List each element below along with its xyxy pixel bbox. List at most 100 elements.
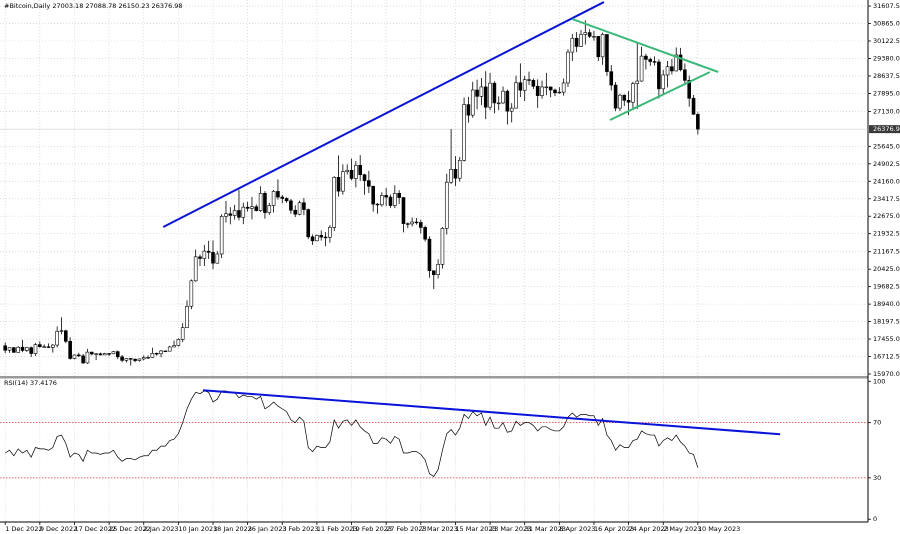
candle-body xyxy=(527,79,531,81)
candle-body xyxy=(406,223,410,225)
candle-body xyxy=(557,91,562,94)
candle-body xyxy=(159,350,163,355)
y-tick-label: 23417.50 xyxy=(873,195,900,203)
candle-body xyxy=(657,61,661,90)
candle-body xyxy=(384,195,388,198)
x-tick-label: 7 Mar 2023 xyxy=(421,525,458,533)
candle-body xyxy=(423,227,427,240)
candle-body xyxy=(367,180,371,187)
candle-body xyxy=(302,202,306,210)
candle-body xyxy=(644,55,648,60)
y-tick-label: 31607.50 xyxy=(873,2,900,10)
candle-body xyxy=(258,192,263,212)
candle-body xyxy=(267,205,272,213)
x-tick-label: 19 Feb 2023 xyxy=(352,525,392,533)
candle-body xyxy=(245,206,250,209)
candle-body xyxy=(319,235,324,238)
candle-body xyxy=(276,191,280,198)
candle-body xyxy=(380,195,384,206)
candle-body xyxy=(371,185,375,205)
candle-body xyxy=(280,196,285,199)
candle-body xyxy=(544,86,549,89)
candle-body xyxy=(518,82,523,91)
candle-body xyxy=(102,353,107,356)
price-box xyxy=(869,125,900,134)
candle-body xyxy=(626,100,631,103)
x-tick-label: 3 Feb 2023 xyxy=(282,525,318,533)
candle-body xyxy=(94,353,98,355)
candle-body xyxy=(535,85,540,96)
candle-body xyxy=(120,356,124,361)
grid xyxy=(0,0,868,522)
candle-body xyxy=(89,351,94,355)
candle-body xyxy=(128,358,133,360)
candle-body xyxy=(146,356,150,359)
candle-body xyxy=(410,221,414,225)
candle-body xyxy=(691,97,696,115)
x-tick-label: 10 Jan 2023 xyxy=(178,525,217,533)
candle-body xyxy=(293,209,298,215)
candle-body xyxy=(211,252,215,264)
y-tick-label: 30122.50 xyxy=(873,37,900,45)
x-tick-label: 15 Mar 2023 xyxy=(455,525,496,533)
candle-body xyxy=(479,86,484,97)
candle-body xyxy=(25,347,29,351)
candle-body xyxy=(570,37,575,53)
y-tick-label: 30865.00 xyxy=(873,20,900,28)
candle-body xyxy=(219,216,224,255)
price-label: 26376.98 xyxy=(873,125,900,133)
x-tick-label: 26 Jan 2023 xyxy=(248,525,287,533)
candle-body xyxy=(631,83,635,103)
x-tick-label: 24 Apr 2023 xyxy=(629,525,669,533)
candle-body xyxy=(124,358,129,361)
y-tick-label: 21932.50 xyxy=(873,230,900,238)
candle-body xyxy=(185,305,189,328)
y-tick-label: 16712.50 xyxy=(873,353,900,361)
candle-body xyxy=(76,354,81,357)
x-tick-label: 18 Jan 2023 xyxy=(213,525,252,533)
y-tick-label: 18940.00 xyxy=(873,300,900,308)
candle-body xyxy=(561,82,566,93)
candle-body xyxy=(457,160,462,179)
candle-body xyxy=(154,352,159,355)
candle-body xyxy=(202,250,207,259)
x-tick-label: 25 Dec 2022 xyxy=(109,525,151,533)
candle-body xyxy=(206,250,211,253)
candle-body xyxy=(648,59,653,62)
candle-body xyxy=(639,55,644,82)
y-tick-label: 21167.50 xyxy=(873,248,900,256)
candle-body xyxy=(605,34,609,72)
x-tick-label: 16 Apr 2023 xyxy=(594,525,634,533)
candle-body xyxy=(55,331,59,346)
candle-body xyxy=(505,90,510,112)
candle-body xyxy=(622,94,627,101)
candle-body xyxy=(670,66,674,72)
candle-body xyxy=(354,164,358,179)
candle-body xyxy=(250,206,254,209)
candle-body xyxy=(85,351,90,364)
y2-tick-label: 70 xyxy=(873,419,881,427)
y-tick-label: 20425.00 xyxy=(873,265,900,273)
x-tick-label: 11 Feb 2023 xyxy=(317,525,357,533)
x-tick-label: 31 Mar 2023 xyxy=(525,525,566,533)
candle-body xyxy=(271,191,276,206)
y2-tick-label: 30 xyxy=(873,474,881,482)
candle-body xyxy=(189,280,194,307)
candle-body xyxy=(635,80,640,84)
candle-body xyxy=(449,168,453,183)
candle-body xyxy=(444,181,449,229)
candle-body xyxy=(176,339,181,346)
candle-body xyxy=(609,71,614,86)
candle-body xyxy=(72,354,77,359)
candle-body xyxy=(696,114,700,130)
marks xyxy=(3,1,781,477)
candle-body xyxy=(579,34,583,47)
candle-body xyxy=(133,358,137,361)
candle-body xyxy=(150,352,155,358)
x-tick-label: 10 May 2023 xyxy=(698,525,740,533)
candle-body xyxy=(674,54,679,72)
candle-body xyxy=(180,327,185,340)
candle-body xyxy=(20,346,25,351)
